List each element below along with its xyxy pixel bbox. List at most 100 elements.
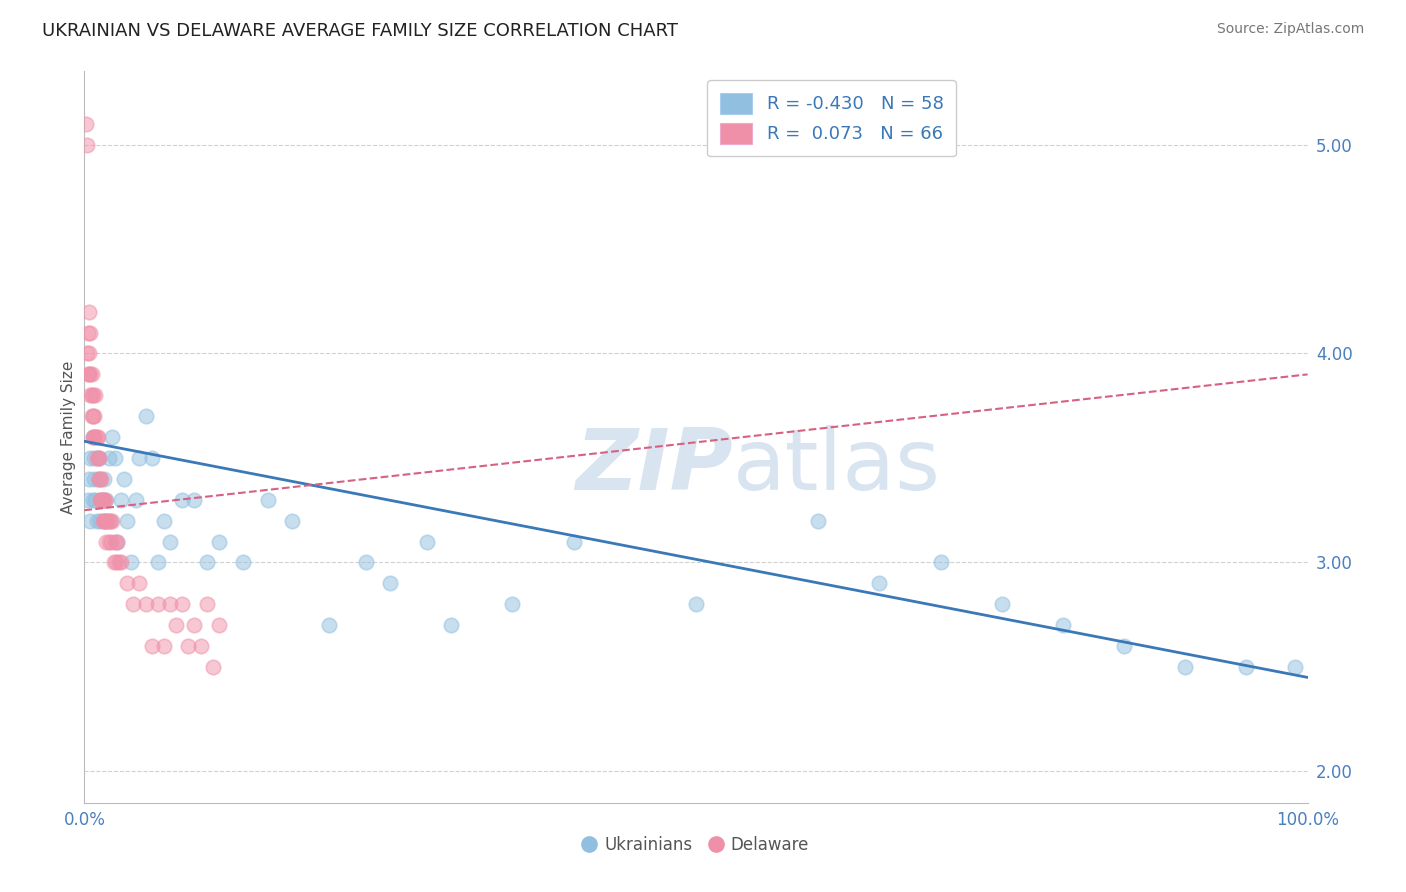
Point — [112, 472, 135, 486]
Point — [93, 492, 115, 507]
Point — [94, 514, 117, 528]
Point — [807, 514, 830, 528]
Text: ZIP: ZIP — [575, 425, 733, 508]
Point — [87, 430, 110, 444]
Point — [141, 639, 163, 653]
Point — [80, 409, 103, 424]
Point — [183, 618, 205, 632]
Point — [115, 514, 138, 528]
Point — [103, 556, 125, 570]
Text: UKRAINIAN VS DELAWARE AVERAGE FAMILY SIZE CORRELATION CHART: UKRAINIAN VS DELAWARE AVERAGE FAMILY SIZ… — [42, 22, 678, 40]
Point — [120, 556, 142, 570]
Point — [91, 492, 114, 507]
Point — [79, 450, 101, 465]
Point — [91, 514, 114, 528]
Point — [159, 534, 181, 549]
Point — [75, 117, 97, 131]
Point — [159, 597, 181, 611]
Point — [77, 346, 100, 360]
Point — [869, 576, 891, 591]
Point — [1284, 660, 1306, 674]
Point — [165, 618, 187, 632]
Point — [80, 368, 103, 382]
Point — [153, 514, 176, 528]
Point — [93, 472, 115, 486]
Point — [91, 492, 114, 507]
Point — [83, 430, 105, 444]
Point — [232, 556, 254, 570]
Point — [110, 492, 132, 507]
Point — [991, 597, 1014, 611]
Point — [1114, 639, 1136, 653]
Point — [76, 137, 98, 152]
Point — [82, 430, 104, 444]
Point — [281, 514, 304, 528]
Point — [380, 576, 402, 591]
Point — [318, 618, 340, 632]
Point — [128, 450, 150, 465]
Point — [83, 450, 105, 465]
Point — [135, 597, 157, 611]
Point — [77, 304, 100, 318]
Point — [172, 597, 194, 611]
Point — [685, 597, 707, 611]
Point — [101, 430, 124, 444]
Point — [201, 660, 224, 674]
Point — [94, 492, 117, 507]
Point — [82, 430, 104, 444]
Point — [82, 492, 104, 507]
Point — [89, 514, 111, 528]
Point — [190, 639, 212, 653]
Point — [83, 409, 105, 424]
Point — [101, 514, 124, 528]
Point — [125, 492, 148, 507]
Point — [86, 450, 108, 465]
Point — [1236, 660, 1258, 674]
Point — [87, 472, 110, 486]
Point — [97, 450, 120, 465]
Point — [105, 556, 128, 570]
Point — [76, 346, 98, 360]
Point — [90, 492, 112, 507]
Point — [1052, 618, 1074, 632]
Point — [77, 492, 100, 507]
Point — [89, 492, 111, 507]
Point — [97, 534, 120, 549]
Point — [77, 368, 100, 382]
Legend: Ukrainians, Delaware: Ukrainians, Delaware — [576, 829, 815, 860]
Point — [104, 534, 127, 549]
Point — [87, 450, 110, 465]
Point — [105, 534, 128, 549]
Point — [208, 618, 231, 632]
Point — [416, 534, 439, 549]
Point — [84, 430, 107, 444]
Point — [115, 576, 138, 591]
Point — [86, 514, 108, 528]
Point — [79, 514, 101, 528]
Point — [929, 556, 952, 570]
Point — [135, 409, 157, 424]
Point — [87, 472, 110, 486]
Point — [87, 450, 110, 465]
Point — [79, 326, 101, 340]
Point — [77, 472, 100, 486]
Point — [146, 556, 169, 570]
Text: atlas: atlas — [733, 425, 941, 508]
Point — [128, 576, 150, 591]
Point — [122, 597, 145, 611]
Point — [83, 472, 105, 486]
Point — [257, 492, 280, 507]
Point — [153, 639, 176, 653]
Point — [80, 388, 103, 402]
Point — [183, 492, 205, 507]
Point — [93, 514, 115, 528]
Point — [79, 368, 101, 382]
Point — [146, 597, 169, 611]
Point — [96, 492, 118, 507]
Point — [354, 556, 377, 570]
Point — [107, 556, 129, 570]
Point — [1174, 660, 1197, 674]
Point — [105, 534, 128, 549]
Point — [96, 514, 118, 528]
Point — [177, 639, 200, 653]
